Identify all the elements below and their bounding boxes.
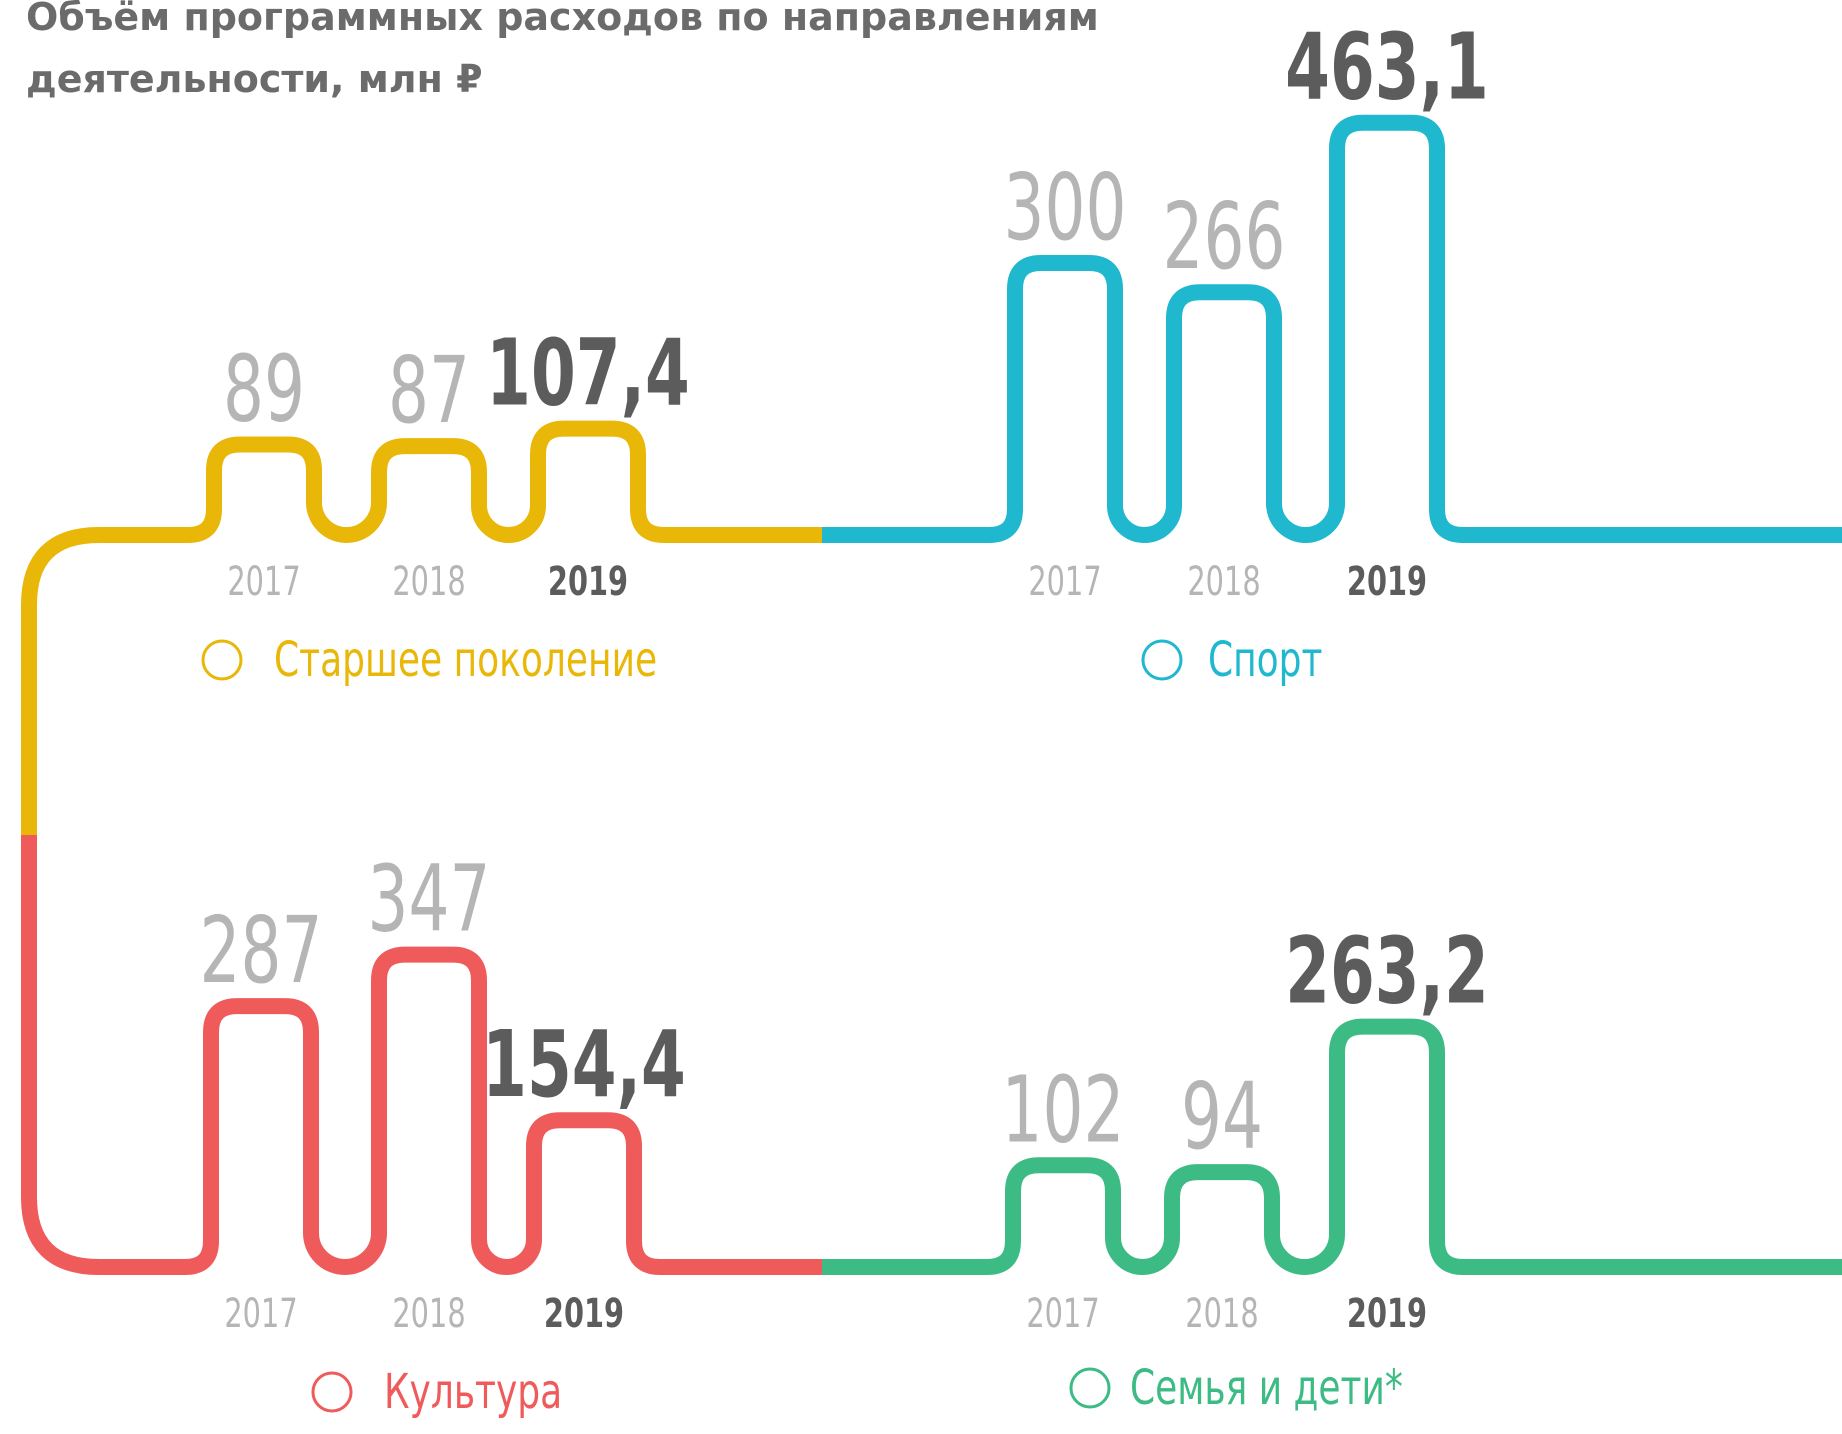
x-tick-label: 2019 bbox=[544, 1291, 624, 1337]
series-name: Семья и дети* bbox=[1130, 1361, 1403, 1416]
x-tick-label: 2019 bbox=[548, 559, 628, 605]
series-name: Старшее поколение bbox=[274, 633, 657, 688]
value-label: 347 bbox=[368, 845, 491, 953]
x-tick-label: 2018 bbox=[1187, 559, 1260, 605]
value-label: 94 bbox=[1181, 1062, 1263, 1170]
bar-line bbox=[822, 114, 1842, 543]
value-label: 463,1 bbox=[1285, 13, 1489, 121]
value-label: 102 bbox=[1002, 1056, 1125, 1164]
x-tick-label: 2019 bbox=[1347, 559, 1427, 605]
value-label: 107,4 bbox=[486, 319, 690, 427]
value-label: 89 bbox=[223, 335, 305, 443]
x-tick-label: 2017 bbox=[227, 559, 300, 605]
x-tick-label: 2018 bbox=[1185, 1291, 1258, 1337]
value-label: 300 bbox=[1004, 153, 1127, 261]
value-label: 154,4 bbox=[482, 1010, 686, 1118]
value-label: 266 bbox=[1163, 183, 1286, 291]
category-icon bbox=[1069, 1367, 1111, 1409]
bar-line bbox=[822, 1018, 1842, 1275]
x-tick-label: 2017 bbox=[1028, 559, 1101, 605]
x-tick-label: 2018 bbox=[392, 1291, 465, 1337]
category-icon bbox=[201, 639, 243, 681]
category-icon bbox=[1141, 639, 1183, 681]
x-tick-label: 2019 bbox=[1347, 1291, 1427, 1337]
series-name: Спорт bbox=[1208, 633, 1322, 688]
series-name: Культура bbox=[384, 1365, 562, 1420]
bar-line bbox=[21, 420, 822, 835]
value-label: 87 bbox=[388, 336, 470, 444]
category-icon bbox=[311, 1371, 353, 1413]
bar-line bbox=[21, 835, 822, 1275]
page-title: Объём программных расходов по направлени… bbox=[26, 0, 1099, 101]
x-tick-label: 2018 bbox=[392, 559, 465, 605]
value-label: 263,2 bbox=[1285, 917, 1489, 1025]
x-tick-label: 2017 bbox=[1026, 1291, 1099, 1337]
value-label: 287 bbox=[200, 896, 323, 1004]
x-tick-label: 2017 bbox=[224, 1291, 297, 1337]
